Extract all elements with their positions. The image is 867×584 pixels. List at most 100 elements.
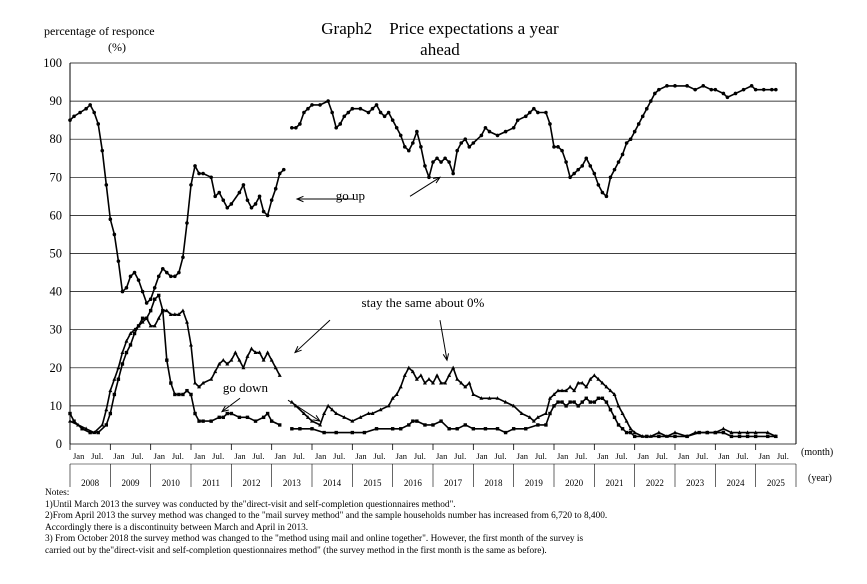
- data-point: [423, 164, 427, 168]
- data-point: [140, 316, 145, 320]
- annotation-arrow: [287, 399, 321, 422]
- data-point: [366, 110, 371, 115]
- data-point: [217, 361, 222, 366]
- data-point: [229, 411, 234, 416]
- data-point: [289, 399, 294, 404]
- data-point: [120, 289, 125, 294]
- data-point: [737, 434, 742, 439]
- data-point: [580, 400, 584, 404]
- data-point: [108, 411, 113, 416]
- data-point: [213, 369, 218, 374]
- data-point: [552, 145, 556, 149]
- data-point: [221, 415, 225, 420]
- data-point: [745, 434, 750, 439]
- data-point: [168, 312, 173, 316]
- data-point: [572, 171, 576, 176]
- data-point: [185, 221, 189, 225]
- y-tick-label: 80: [50, 132, 63, 146]
- data-point: [459, 380, 464, 385]
- data-point: [290, 427, 294, 431]
- data-point: [156, 274, 161, 279]
- data-point: [128, 343, 133, 347]
- data-point: [552, 404, 556, 408]
- data-point: [443, 156, 447, 161]
- data-point: [399, 427, 403, 431]
- month-tick-label: Jul.: [495, 451, 507, 461]
- y-tick-label: 0: [56, 437, 62, 451]
- month-tick-label: Jul.: [777, 451, 789, 461]
- data-point: [419, 145, 423, 149]
- data-point: [305, 415, 310, 419]
- note-line: Accordingly there is a discontinuity bet…: [45, 522, 309, 533]
- month-tick-label: Jan: [113, 451, 125, 461]
- data-point: [177, 392, 181, 397]
- data-point: [624, 430, 629, 435]
- data-point: [422, 380, 427, 385]
- data-point: [536, 423, 540, 427]
- data-point: [112, 232, 117, 237]
- data-point: [527, 415, 532, 419]
- data-point: [644, 106, 649, 111]
- data-point: [564, 404, 568, 408]
- data-point: [78, 110, 82, 115]
- data-point: [515, 118, 520, 122]
- data-point: [261, 209, 266, 214]
- data-point: [451, 171, 455, 176]
- data-point: [447, 160, 451, 164]
- month-tick-label: Jan: [73, 451, 85, 461]
- year-tick-label: 2021: [606, 478, 624, 488]
- data-point: [386, 110, 391, 115]
- y-tick-label: 20: [50, 361, 63, 375]
- data-point: [624, 141, 629, 145]
- data-point: [511, 125, 516, 130]
- data-point: [556, 145, 560, 149]
- data-point: [467, 380, 472, 385]
- data-point: [193, 164, 197, 168]
- data-point: [298, 122, 302, 126]
- month-tick-label: Jul.: [656, 451, 668, 461]
- x-axis-year-unit: (year): [808, 473, 832, 484]
- data-point: [411, 419, 415, 423]
- data-point: [153, 297, 157, 301]
- data-point: [322, 411, 327, 416]
- annotation-arrowhead: [295, 195, 304, 203]
- data-point: [495, 133, 500, 138]
- data-point: [729, 430, 734, 435]
- data-point: [225, 205, 230, 210]
- data-point: [96, 122, 101, 126]
- month-tick-label: Jan: [355, 451, 367, 461]
- data-point: [608, 388, 613, 393]
- data-point: [390, 396, 395, 400]
- data-point: [116, 377, 121, 381]
- data-point: [310, 418, 314, 423]
- data-point: [140, 319, 145, 324]
- data-point: [721, 426, 726, 431]
- data-point: [370, 411, 375, 416]
- data-point: [612, 415, 617, 420]
- year-tick-label: 2025: [767, 478, 786, 488]
- data-point: [636, 122, 641, 126]
- data-point: [511, 427, 516, 431]
- data-point: [503, 129, 508, 134]
- data-point: [185, 388, 189, 393]
- year-tick-label: 2017: [444, 478, 463, 488]
- data-point: [342, 114, 347, 119]
- data-point: [164, 308, 169, 313]
- data-point: [221, 198, 226, 202]
- data-point: [528, 110, 532, 115]
- data-point: [370, 106, 375, 111]
- data-point: [685, 84, 689, 88]
- data-point: [774, 87, 778, 92]
- month-tick-label: Jan: [194, 451, 206, 461]
- annotation-arrowhead: [433, 176, 442, 184]
- data-point: [80, 427, 84, 431]
- data-point: [418, 373, 423, 377]
- data-point: [68, 411, 72, 416]
- data-point: [523, 114, 528, 119]
- data-point: [273, 365, 278, 370]
- data-point: [136, 278, 141, 282]
- data-point: [213, 194, 217, 199]
- data-point: [511, 403, 516, 408]
- data-point: [673, 430, 677, 435]
- data-point: [612, 167, 617, 172]
